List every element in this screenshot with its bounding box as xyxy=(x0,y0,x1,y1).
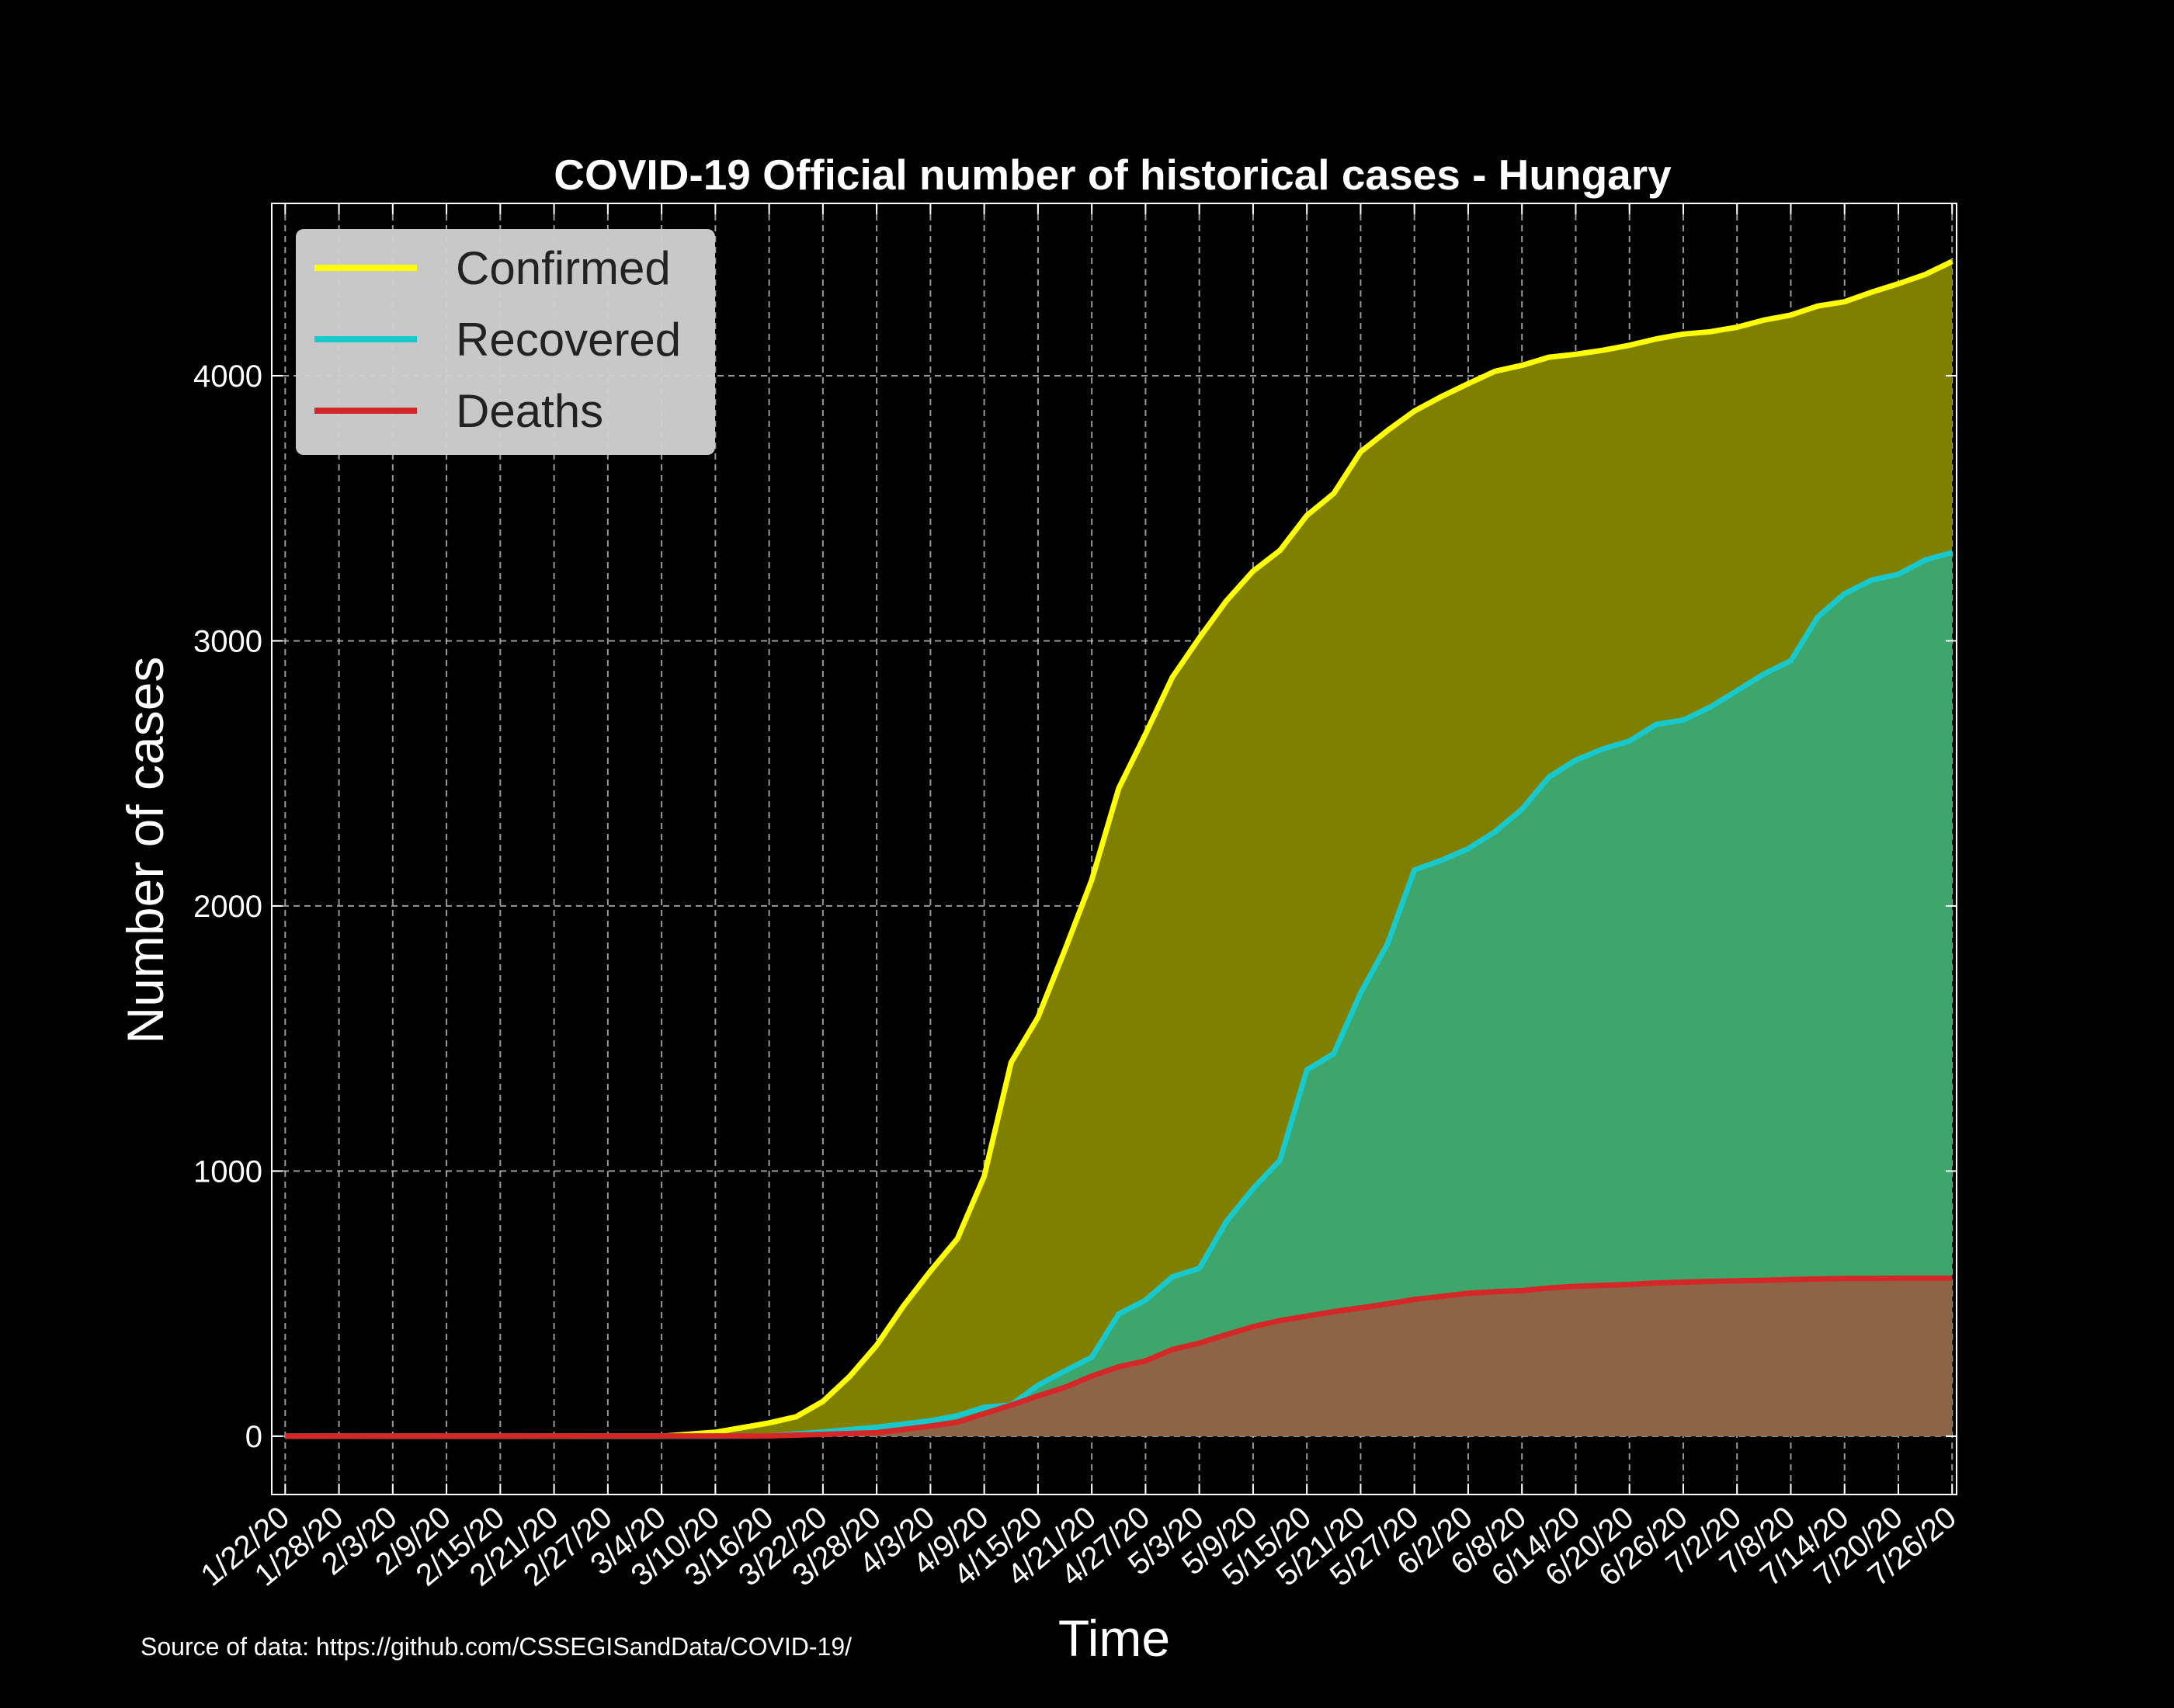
y-axis-label: Number of cases xyxy=(116,657,174,1044)
legend-label-confirmed: Confirmed xyxy=(456,242,671,294)
y-tick-label: 3000 xyxy=(193,624,262,658)
y-tick-label: 2000 xyxy=(193,890,262,924)
y-tick-label: 0 xyxy=(245,1420,262,1454)
series-lines xyxy=(285,259,1953,1439)
area-recovered xyxy=(285,552,1953,1436)
line-deaths xyxy=(285,1275,1953,1439)
legend-label-deaths: Deaths xyxy=(456,385,603,437)
area-fills xyxy=(285,261,1953,1436)
y-axis-ticks: 0 1000 2000 3000 4000 xyxy=(193,359,1957,1454)
line-confirmed xyxy=(285,259,1953,1439)
area-deaths xyxy=(285,1278,1953,1436)
line-recovered xyxy=(285,550,1953,1439)
legend-label-recovered: Recovered xyxy=(456,314,681,366)
y-tick-label: 1000 xyxy=(193,1154,262,1189)
plot-frame xyxy=(271,203,1957,1495)
chart-title: COVID-19 Official number of historical c… xyxy=(554,151,1672,199)
y-tick-label: 4000 xyxy=(193,359,262,394)
legend: Confirmed Recovered Deaths xyxy=(296,229,715,455)
source-note: Source of data: https://github.com/CSSEG… xyxy=(141,1633,852,1661)
x-axis-label: Time xyxy=(1058,1609,1170,1667)
legend-box xyxy=(296,229,715,455)
